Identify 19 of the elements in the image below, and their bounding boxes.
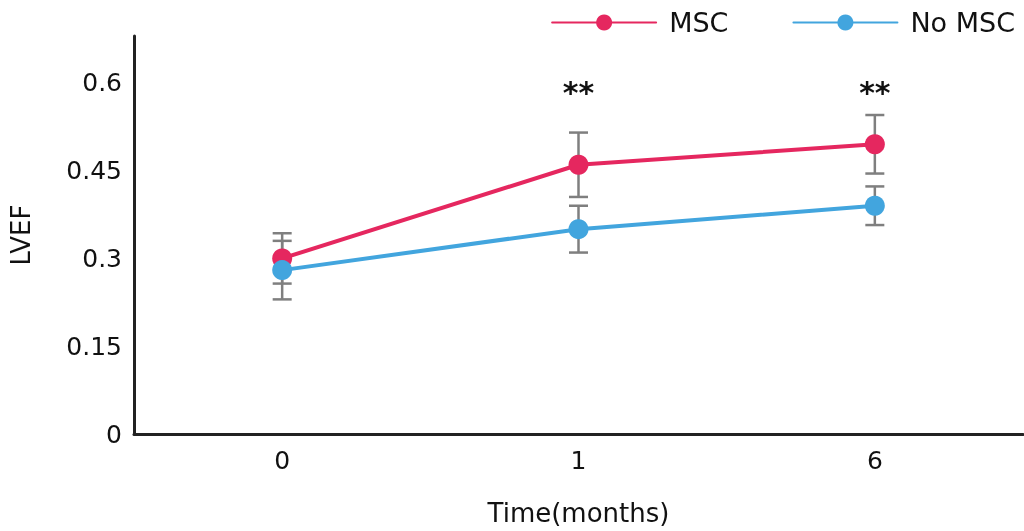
- y-tick-label: 0: [106, 419, 122, 449]
- x-tick-label: 1: [570, 446, 587, 475]
- x-axis-title: Time(months): [486, 498, 670, 528]
- y-tick-label: 0.6: [82, 68, 122, 98]
- legend-label: MSC: [669, 7, 729, 38]
- y-tick-label: 0.15: [66, 331, 122, 361]
- point: [272, 260, 293, 281]
- annotation: **: [562, 74, 595, 110]
- point: [864, 134, 885, 155]
- point: [864, 195, 885, 216]
- x-tick-label: 6: [866, 446, 883, 475]
- y-axis-title: LVEF: [6, 204, 36, 266]
- legend-label: No MSC: [910, 7, 1016, 38]
- annotation: **: [859, 74, 891, 110]
- y-tick-label: 0.3: [82, 243, 122, 273]
- x-tick-label: 0: [274, 446, 291, 475]
- y-tick-label: 0.45: [66, 156, 122, 186]
- point: [568, 219, 589, 240]
- point: [568, 154, 589, 175]
